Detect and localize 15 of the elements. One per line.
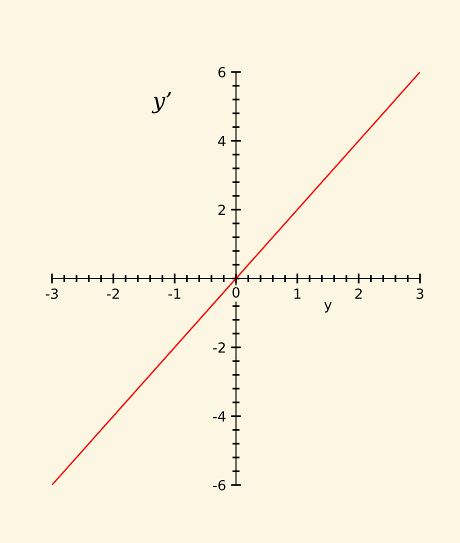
x-tick-label: -3 [46,288,58,299]
y-axis-title: y’ [152,92,171,114]
y-tick-label: -6 [213,480,226,490]
y-tick-label: 2 [218,204,225,215]
x-tick-label: 0 [232,287,240,298]
y-tick-label: -2 [213,342,225,353]
x-tick-label: -1 [168,288,180,299]
x-tick-label: -2 [107,288,119,299]
y-tick-label: -4 [213,411,226,422]
x-axis-title: y [324,302,332,313]
x-tick-label: 2 [355,288,362,299]
y-tick-label: 4 [218,136,226,146]
x-tick-label: 3 [416,288,424,299]
x-tick-label: 1 [294,288,300,299]
y-tick-label: 6 [218,66,226,78]
